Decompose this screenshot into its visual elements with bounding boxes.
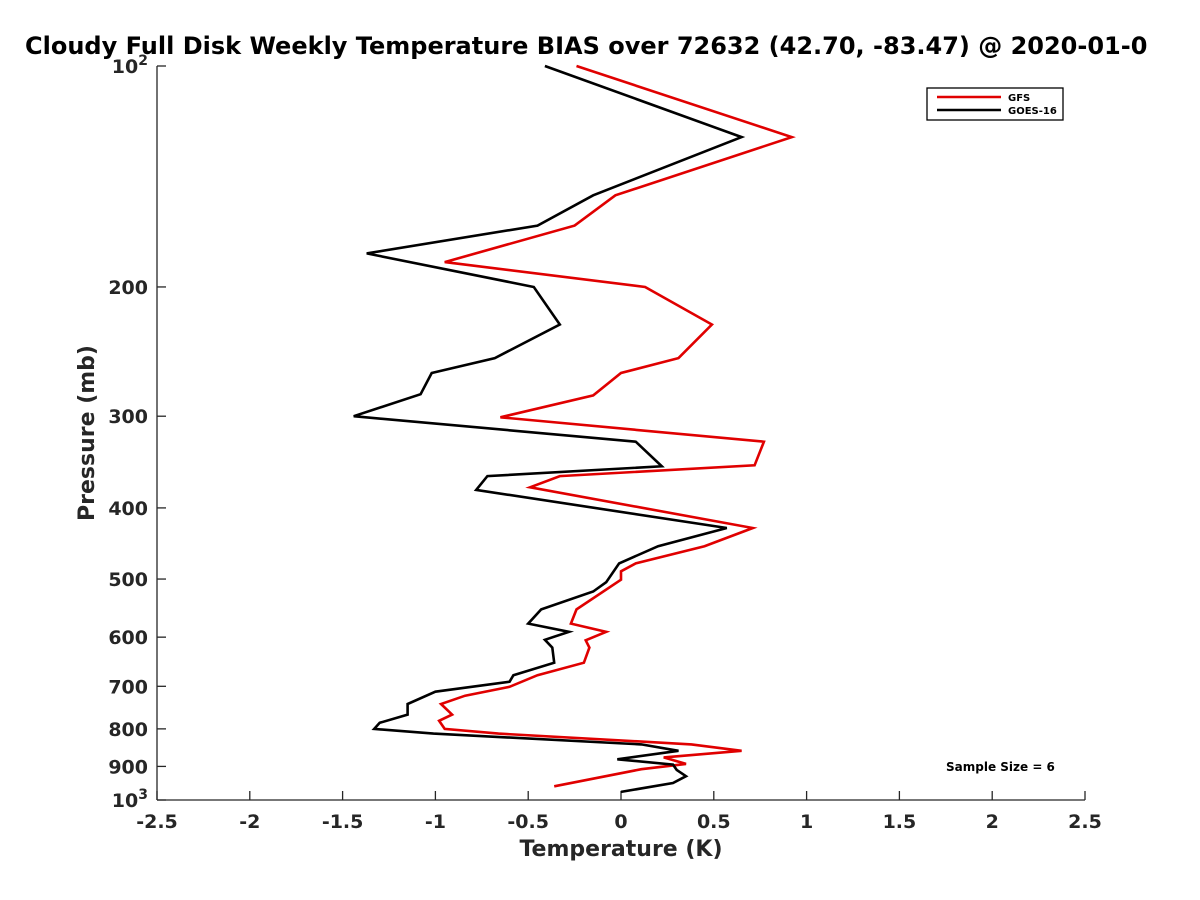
- x-tick-label: -1.5: [322, 811, 364, 833]
- y-tick-label: 600: [108, 627, 148, 649]
- y-tick-label: 200: [108, 277, 148, 299]
- x-axis-label: Temperature (K): [519, 837, 722, 862]
- x-tick-label: -2.5: [136, 811, 178, 833]
- x-tick-label: 2: [986, 811, 999, 833]
- y-tick-label: 800: [108, 719, 148, 741]
- y-axis: 102 200 300 400 500 600 700 800 900 103: [108, 53, 166, 812]
- x-tick-label: 0.5: [697, 811, 731, 833]
- legend-label-goes16: GOES-16: [1008, 106, 1057, 117]
- x-tick-label: -2: [239, 811, 260, 833]
- y-tick-label: 900: [108, 756, 148, 778]
- legend: GFS GOES-16: [926, 87, 1064, 121]
- x-tick-label: -1: [425, 811, 446, 833]
- y-tick-label: 300: [108, 406, 148, 428]
- x-tick-label: -0.5: [507, 811, 549, 833]
- x-tick-label: 0: [614, 811, 627, 833]
- legend-label-gfs: GFS: [1008, 93, 1030, 104]
- y-tick-label: 700: [108, 676, 148, 698]
- legend-box: [926, 87, 1064, 121]
- y-tick-label: 103: [112, 787, 148, 812]
- series-goes16-line: [353, 64, 746, 794]
- x-tick-label: 2.5: [1068, 811, 1102, 833]
- series-layer: [353, 64, 796, 794]
- y-axis-label: Pressure (mb): [75, 345, 100, 521]
- sample-size-annotation: Sample Size = 6: [946, 760, 1055, 774]
- y-tick-label: 102: [112, 53, 148, 78]
- y-tick-label: 500: [108, 569, 148, 591]
- plot-area: [156, 66, 1085, 801]
- y-tick-label: 400: [108, 498, 148, 520]
- chart-title: Cloudy Full Disk Weekly Temperature BIAS…: [25, 32, 1147, 60]
- x-axis: -2.5 -2 -1.5 -1 -0.5 0 0.5 1 1.5 2 2.5: [136, 791, 1102, 833]
- x-tick-label: 1.5: [883, 811, 917, 833]
- x-tick-label: 1: [800, 811, 813, 833]
- series-gfs-line: [437, 64, 796, 788]
